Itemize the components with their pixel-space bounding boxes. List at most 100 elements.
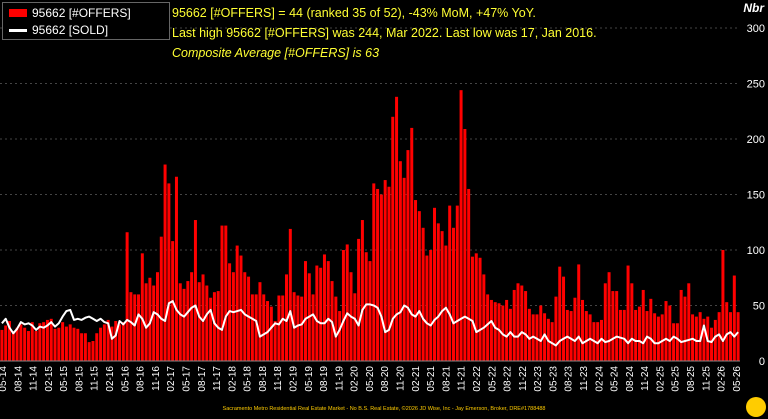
offers-bar [512,289,516,361]
x-tick-label: 08-22 [503,366,514,392]
offers-bar [637,306,641,361]
offers-bar [611,291,615,361]
offers-bar [395,96,399,361]
offers-bar [38,323,42,361]
offers-bar [406,150,410,361]
offers-bar [486,294,490,361]
offers-bar [694,316,698,361]
offers-bar [49,318,53,361]
offers-bar [247,276,251,361]
offers-bar [11,331,15,361]
offers-bar [729,312,733,361]
legend-label-offers: 95662 [#OFFERS] [32,6,131,20]
x-tick-label: 02-15 [44,366,55,392]
legend-swatch-sold [9,28,27,32]
offers-bar [285,274,289,361]
offers-bar [76,328,80,361]
offers-bar [577,264,581,361]
x-tick-label: 02-16 [105,366,116,392]
offers-bar [565,309,569,361]
offers-bar [163,164,167,361]
offers-bar [137,294,141,361]
offers-bar [550,322,554,361]
offers-bar [45,319,49,361]
headline-line-2: Last high 95662 [#OFFERS] was 244, Mar 2… [172,26,597,40]
offers-bar [190,272,194,361]
y-tick-label: 50 [753,301,765,313]
offers-bar [26,331,30,361]
x-tick-label: 11-19 [334,366,345,391]
offers-bar [357,238,361,361]
offers-bar [527,308,531,361]
offers-bar [615,291,619,361]
x-tick-label: 02-20 [350,366,361,392]
x-tick-label: 08-17 [197,366,208,392]
offers-bar [539,305,543,361]
offers-bar [186,281,190,361]
offers-bar [250,294,254,361]
offers-bar [23,327,27,361]
offers-bar [425,255,429,361]
offers-bar [451,227,455,361]
offers-bar [235,245,239,361]
x-tick-label: 05-24 [610,366,621,392]
x-tick-label: 02-24 [594,366,605,392]
legend-item-offers: 95662 [#OFFERS] [9,5,131,21]
y-axis-label: Nbr [743,1,764,15]
x-tick-label: 08-21 [441,366,452,392]
offers-bar [258,282,262,361]
offers-bar [95,333,99,361]
offers-bar [607,272,611,361]
x-tick-label: 08-14 [13,366,24,392]
offers-bar [360,220,364,361]
offers-bar [569,311,573,361]
offers-bar [493,302,497,361]
offers-bar [387,186,391,361]
x-tick-label: 05-26 [732,366,743,392]
offers-bar [91,341,95,361]
offers-bar [303,261,307,361]
offers-bar [296,295,300,361]
offers-bar [212,292,216,361]
offers-bar [391,116,395,361]
y-tick-label: 300 [747,23,765,35]
y-tick-label: 200 [747,134,765,146]
offers-bar [429,250,433,361]
offers-bar [467,188,471,361]
offers-bar [273,321,277,361]
x-tick-label: 02-26 [717,366,728,392]
offers-bar [220,225,224,361]
x-tick-label: 11-24 [640,366,651,391]
offers-bar [710,327,714,361]
x-tick-label: 05-19 [304,366,315,392]
offers-bar [641,289,645,361]
offers-bar [125,232,129,361]
offers-bar [277,295,281,361]
x-tick-label: 08-25 [686,366,697,392]
x-tick-label: 08-23 [564,366,575,392]
offers-bar [197,282,201,361]
offers-bar [383,180,387,361]
offers-bar [262,294,266,361]
legend-swatch-offers [9,9,27,17]
offers-bar [668,305,672,361]
offers-bar [702,318,706,361]
offers-bar [508,308,512,361]
offers-bar [334,296,338,361]
x-tick-label: 11-23 [579,366,590,391]
offers-bar [319,267,323,361]
offers-bar [474,253,478,361]
x-tick-label: 11-21 [457,366,468,391]
offers-bar [7,321,11,361]
offers-bar [106,319,110,361]
offers-bar [364,252,368,361]
y-tick-label: 100 [747,245,765,257]
offers-bar [159,236,163,361]
offers-bar [341,250,345,361]
offers-bar [573,297,577,361]
offers-bar [254,294,258,361]
headline-line-1: 95662 [#OFFERS] = 44 (ranked 35 of 52), … [172,6,536,20]
offers-bar [19,324,23,361]
offers-bar [459,90,463,361]
